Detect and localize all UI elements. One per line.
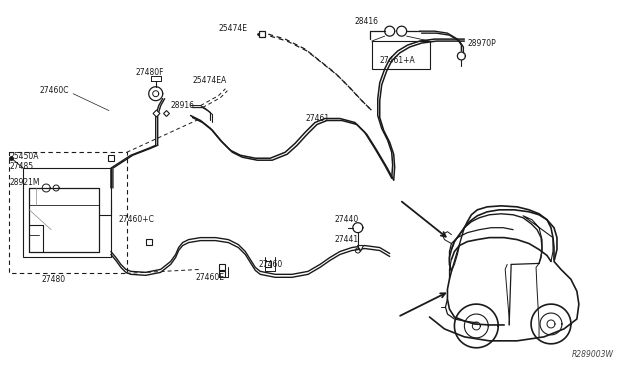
Text: R289003W: R289003W <box>572 350 614 359</box>
Text: 25450A: 25450A <box>10 152 39 161</box>
Text: 27440: 27440 <box>335 215 359 224</box>
Text: 27460C: 27460C <box>39 86 68 95</box>
Text: 28921M: 28921M <box>10 177 40 186</box>
Text: 27485: 27485 <box>10 162 33 171</box>
Text: 25474EA: 25474EA <box>193 76 227 85</box>
Text: 27480: 27480 <box>41 275 65 284</box>
Text: 27460+C: 27460+C <box>119 215 155 224</box>
Bar <box>10 152 127 273</box>
Text: 25474E: 25474E <box>218 24 248 33</box>
Text: 28916: 28916 <box>171 101 195 110</box>
Bar <box>23 168 111 257</box>
Text: 27461+A: 27461+A <box>380 57 415 65</box>
Text: 28970P: 28970P <box>467 39 496 48</box>
Text: 28416: 28416 <box>355 17 379 26</box>
Bar <box>372 41 429 69</box>
Text: 27460: 27460 <box>259 260 282 269</box>
Text: 27441: 27441 <box>335 235 359 244</box>
Text: 27460E: 27460E <box>196 273 225 282</box>
Text: 27480F: 27480F <box>136 68 164 77</box>
Text: 27461: 27461 <box>305 114 329 123</box>
